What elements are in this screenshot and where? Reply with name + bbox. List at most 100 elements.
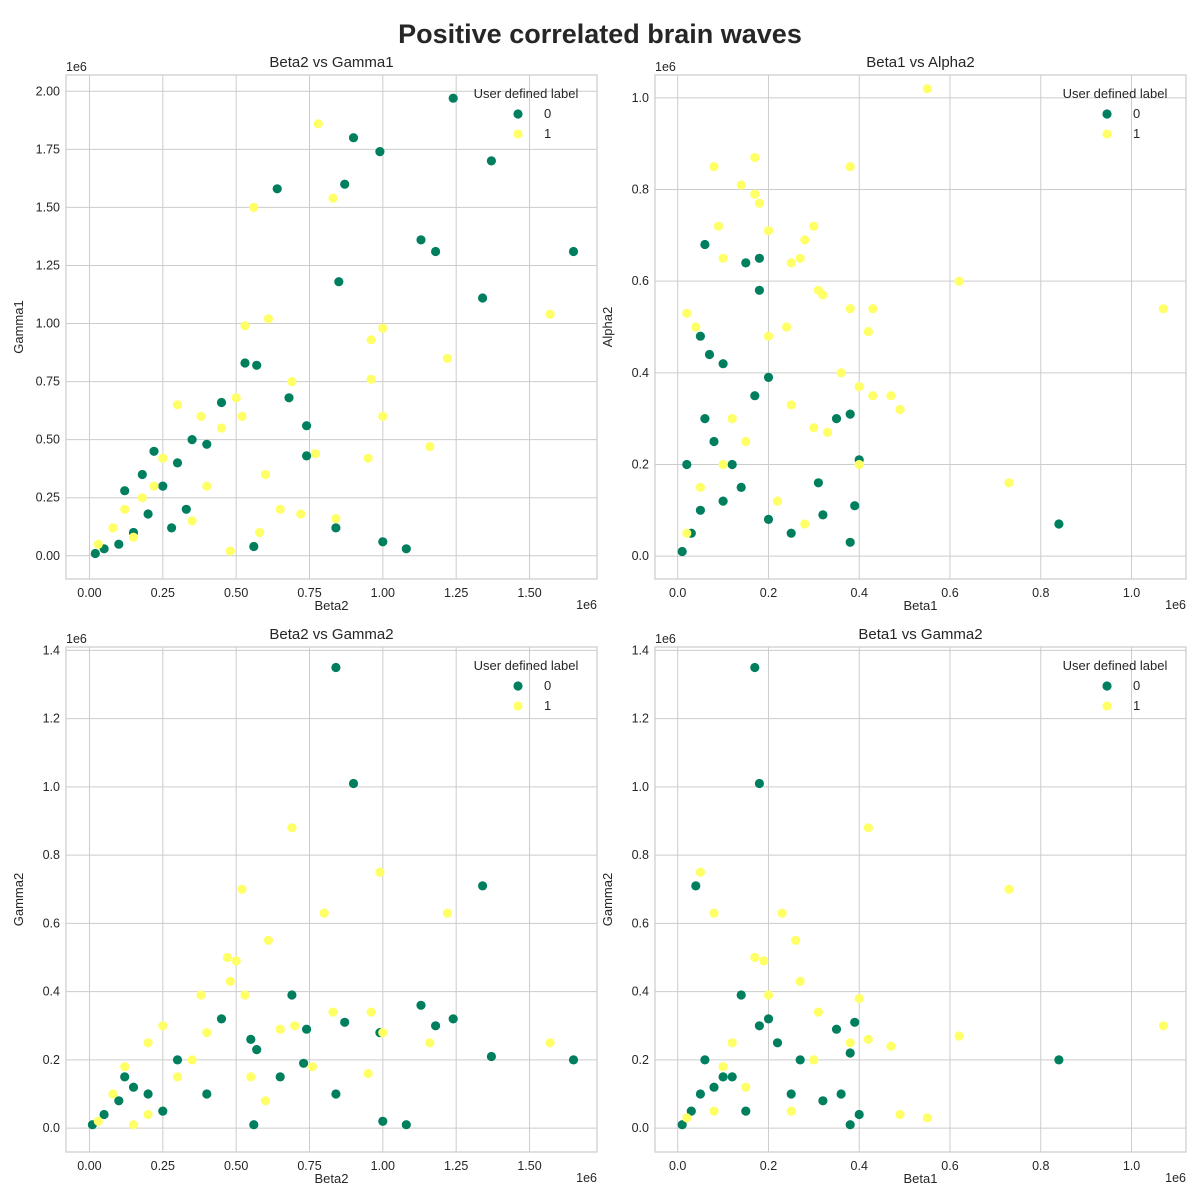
data-point [1054,1055,1064,1065]
data-point [120,486,130,496]
data-point [378,323,388,333]
data-point [682,1113,692,1123]
data-point [137,469,147,480]
data-point [954,276,964,286]
data-point [313,119,323,129]
data-point [763,1014,774,1024]
subplot-title: Beta1 vs Alpha2 [866,54,974,71]
y-tick-label: 1.0 [632,780,649,794]
data-point [818,510,828,520]
y-tick-label: 1.25 [36,258,60,272]
y-axis-label: Gamma1 [11,300,26,353]
data-point [754,198,765,208]
data-point [331,662,341,673]
data-point [709,436,719,447]
data-point [863,1034,873,1044]
data-point [302,421,312,431]
x-tick-label: 0.2 [760,586,777,600]
x-tick-label: 0.75 [297,586,321,600]
data-point [736,482,746,492]
data-point [290,1021,300,1031]
x-axis-label: Beta1 [904,598,938,613]
data-point [260,469,271,480]
data-point [759,956,769,966]
y-tick-label: 1.0 [632,91,649,105]
y-tick-label: 0.75 [36,375,60,389]
y-tick-label: 0.2 [632,457,649,471]
data-point [187,516,197,526]
data-point [448,93,458,103]
x-tick-label: 0.8 [1032,1159,1049,1173]
y-axis-label: Alpha2 [600,307,615,347]
data-point [302,451,312,461]
y-tick-label: 0.8 [632,848,649,862]
data-point [93,1116,103,1126]
y-tick-label: 0.00 [36,549,60,563]
data-point [750,152,760,163]
legend-marker [1102,109,1112,119]
legend: User defined label 0 1 [1063,658,1168,713]
data-point [416,1000,426,1010]
data-point [416,235,426,245]
data-point [863,327,873,337]
data-point [425,442,435,452]
x-tick-label: 0.0 [669,586,686,600]
data-point [128,1082,139,1092]
data-point [954,1031,964,1041]
data-point [741,258,751,268]
data-point [249,541,259,552]
data-point [1158,1021,1168,1031]
data-point [691,322,701,332]
data-point [700,1055,710,1065]
data-point [216,397,227,408]
x-tick-label: 0.50 [224,1159,248,1173]
x-axis-multiplier: 1e6 [1165,1171,1186,1185]
data-point [763,331,774,341]
data-point [187,1055,197,1065]
data-point [713,221,724,231]
data-point [813,478,824,488]
x-tick-label: 1.50 [517,586,541,600]
data-point [763,372,774,382]
data-point [704,349,715,360]
data-point [718,1062,728,1072]
data-point [307,1062,317,1072]
data-point [845,162,855,172]
data-point [700,239,710,250]
data-point [809,221,819,231]
data-point [727,1072,737,1082]
y-tick-label: 1.4 [632,643,649,657]
data-point [895,1109,905,1120]
plot-area [66,75,597,579]
x-tick-label: 0.0 [669,1159,686,1173]
x-tick-label: 1.50 [517,1159,541,1173]
subplot-beta2-vs-gamma1: 0.00 0.25 0.50 0.75 1.00 1.25 1.50 0.00 0.25 0.50… [11,54,598,613]
x-tick-label: 0.8 [1032,586,1049,600]
x-axis-label: Beta2 [315,1171,349,1186]
data-point [158,453,168,463]
data-point [809,423,819,433]
figure-title: Positive correlated brain waves [398,19,802,49]
x-tick-label: 0.2 [760,1159,777,1173]
legend-entry-label: 1 [544,698,551,713]
data-point [93,539,103,549]
data-point [172,1055,183,1065]
series-label-0 [677,662,1064,1130]
data-point [108,523,118,533]
data-point [677,546,687,557]
data-point [90,548,100,559]
data-point [114,1096,124,1106]
data-point [363,1068,373,1079]
data-point [431,1021,441,1031]
legend-entry-label: 0 [1133,106,1140,121]
y-tick-label: 1.4 [43,643,60,657]
x-tick-label: 1.0 [1123,586,1140,600]
y-axis-label: Gamma2 [11,873,26,926]
data-point [763,514,774,525]
y-tick-label: 0.2 [632,1053,649,1067]
axes-frame [65,646,598,1153]
data-point [275,1072,285,1082]
x-tick-label: 1.00 [371,1159,395,1173]
data-point [287,990,297,1000]
data-point [366,335,376,345]
